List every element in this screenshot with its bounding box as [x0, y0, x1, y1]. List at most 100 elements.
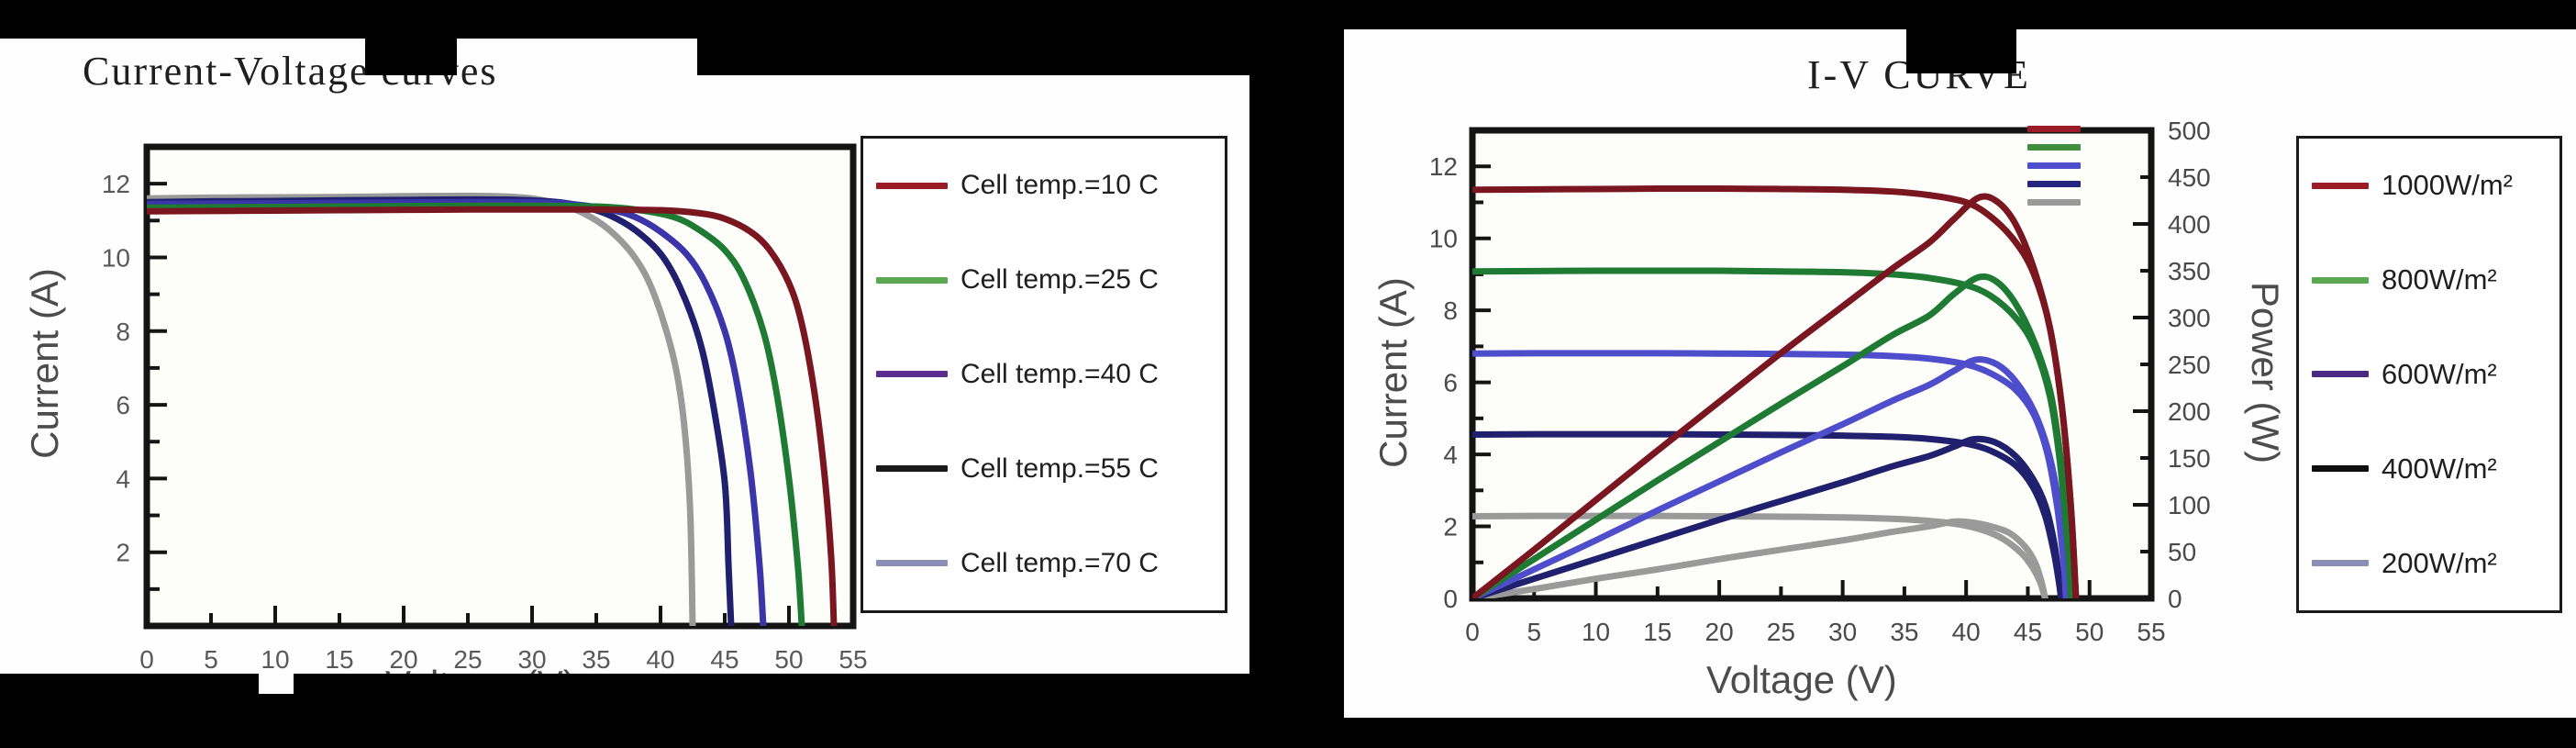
right-chart-legend: 1000W/m² 800W/m² 600W/m² 400W/m² 200W/m²: [2296, 136, 2562, 613]
left-legend-item[interactable]: Cell temp.=25 C: [863, 264, 1225, 296]
left-x-tick-label: 40: [646, 645, 674, 674]
left-legend-label: Cell temp.=25 C: [960, 264, 1159, 296]
right-x-tick-label: 15: [1643, 618, 1671, 646]
left-y-tick-label: 6: [116, 391, 130, 419]
right-y-tick-label: 4: [1443, 441, 1458, 469]
right-legend-label: 200W/m²: [2382, 546, 2497, 579]
inner-legend-color-swatch-icon: [2027, 144, 2081, 151]
right-legend-label: 800W/m²: [2382, 263, 2497, 296]
left-y-tick-label: 10: [102, 243, 130, 272]
left-legend-label: Cell temp.=70 C: [960, 547, 1159, 578]
right-y-tick-label: 0: [1443, 585, 1458, 613]
legend-color-swatch-icon: [876, 371, 948, 378]
right-x-tick-label: 55: [2137, 618, 2165, 646]
right-legend-label: 400W/m²: [2382, 452, 2497, 485]
left-curve: [147, 206, 838, 626]
right-chart-area: I-V CURVE Cell temp.=25°C Current (A) Po…: [1344, 29, 2576, 718]
left-x-tick-label: 0: [139, 645, 154, 674]
right-chart-plot: 0 5 10 15 20 25 30 35 40 45 50 55024681012050100150…: [1429, 117, 2211, 646]
legend-color-swatch-icon: [2312, 276, 2369, 284]
right-power-curve: [1472, 435, 2065, 598]
left-legend-label: Cell temp.=10 C: [960, 170, 1159, 201]
left-legend-item[interactable]: Cell temp.=70 C: [863, 548, 1225, 579]
left-x-tick-label: 45: [710, 645, 738, 674]
right-current-curve: [1472, 267, 2075, 598]
right-y-tick-label: 12: [1429, 152, 1458, 181]
left-y-tick-label: 2: [116, 539, 130, 567]
left-plot-frame: [143, 143, 857, 630]
right-y2-tick-label: 200: [2168, 397, 2211, 426]
right-legend-item[interactable]: 400W/m²: [2299, 452, 2559, 486]
right-legend-item[interactable]: 600W/m²: [2299, 358, 2559, 391]
right-current-curve: [1472, 430, 2065, 598]
right-x-tick-label: 50: [2075, 618, 2104, 646]
right-title-occluder-rect: [1906, 29, 2016, 73]
right-x-tick-label: 35: [1890, 618, 1918, 646]
bottom-occluder-notch: [259, 674, 294, 694]
left-x-tick-label: 25: [453, 645, 482, 674]
right-y2-tick-label: 250: [2168, 351, 2211, 379]
right-x-tick-label: 45: [2014, 618, 2042, 646]
left-x-tick-label: 55: [838, 645, 867, 674]
right-x-tick-label: 25: [1767, 618, 1795, 646]
right-power-curve: [1472, 518, 2049, 598]
right-y2-tick-label: 0: [2168, 585, 2182, 613]
right-y2-tick-label: 500: [2168, 117, 2211, 145]
inner-legend-color-swatch-icon: [2027, 126, 2081, 132]
left-legend-item[interactable]: Cell temp.=10 C: [863, 170, 1225, 201]
legend-color-swatch-icon: [876, 276, 948, 284]
right-x-tick-label: 20: [1705, 618, 1734, 646]
right-legend-item[interactable]: 1000W/m²: [2299, 169, 2559, 202]
left-series-group: [147, 192, 838, 626]
title-occluder-rect-small: [365, 39, 457, 75]
legend-color-swatch-icon: [876, 182, 948, 189]
title-occluder-rect: [697, 39, 1249, 75]
legend-color-swatch-icon: [2312, 560, 2369, 567]
left-legend-item[interactable]: Cell temp.=40 C: [863, 359, 1225, 390]
right-x-tick-label: 30: [1828, 618, 1857, 646]
right-y2-tick-label: 50: [2168, 538, 2196, 566]
right-y2-tick-label: 150: [2168, 444, 2211, 473]
left-x-tick-label: 35: [582, 645, 610, 674]
right-y-tick-label: 8: [1443, 296, 1458, 325]
legend-color-swatch-icon: [2312, 182, 2369, 189]
right-x-tick-label: 5: [1527, 618, 1541, 646]
right-legend-item[interactable]: 800W/m²: [2299, 263, 2559, 296]
left-x-tick-label: 50: [774, 645, 803, 674]
right-y-tick-label: 10: [1429, 225, 1458, 253]
right-legend-item[interactable]: 200W/m²: [2299, 547, 2559, 580]
legend-color-swatch-icon: [2312, 465, 2369, 473]
bottom-occluder-bar: [0, 674, 1249, 748]
right-legend-label: 1000W/m²: [2382, 169, 2513, 202]
left-x-tick-label: 30: [517, 645, 546, 674]
left-chart-legend: Cell temp.=10 C Cell temp.=25 C Cell temp.…: [861, 136, 1227, 613]
right-chart-inner-legend: [2027, 126, 2081, 206]
right-current-curve: [1472, 350, 2070, 598]
right-x-axis-label: Voltage (V): [1706, 658, 1897, 701]
right-y-tick-label: 6: [1443, 369, 1458, 397]
left-legend-item[interactable]: Cell temp.=55 C: [863, 453, 1225, 485]
right-x-tick-label: 0: [1465, 618, 1480, 646]
inner-legend-color-swatch-icon: [2027, 181, 2081, 187]
left-y-tick-label: 4: [116, 464, 130, 493]
inner-legend-color-swatch-icon: [2027, 162, 2081, 169]
left-x-tick-label: 10: [261, 645, 289, 674]
left-legend-label: Cell temp.=40 C: [960, 358, 1159, 389]
right-y2-tick-label: 300: [2168, 304, 2211, 332]
left-x-tick-label: 20: [389, 645, 417, 674]
right-y2-tick-label: 450: [2168, 163, 2211, 192]
right-series-group: [1472, 185, 2080, 598]
right-y2-tick-label: 350: [2168, 257, 2211, 285]
left-x-tick-label: 5: [204, 645, 218, 674]
right-y-tick-label: 2: [1443, 513, 1458, 541]
right-current-curve: [1472, 185, 2080, 598]
right-current-curve: [1472, 512, 2049, 598]
legend-color-swatch-icon: [2312, 371, 2369, 378]
legend-color-swatch-icon: [876, 560, 948, 567]
right-legend-label: 600W/m²: [2382, 357, 2497, 390]
left-chart-plot: 0 5 10 15 20 25 30 35 40 45 50 55 2 4 6 8 10 12: [102, 143, 868, 674]
right-x-tick-label: 10: [1582, 618, 1610, 646]
left-y-tick-label: 12: [102, 170, 130, 198]
left-y-tick-label: 8: [116, 318, 130, 346]
